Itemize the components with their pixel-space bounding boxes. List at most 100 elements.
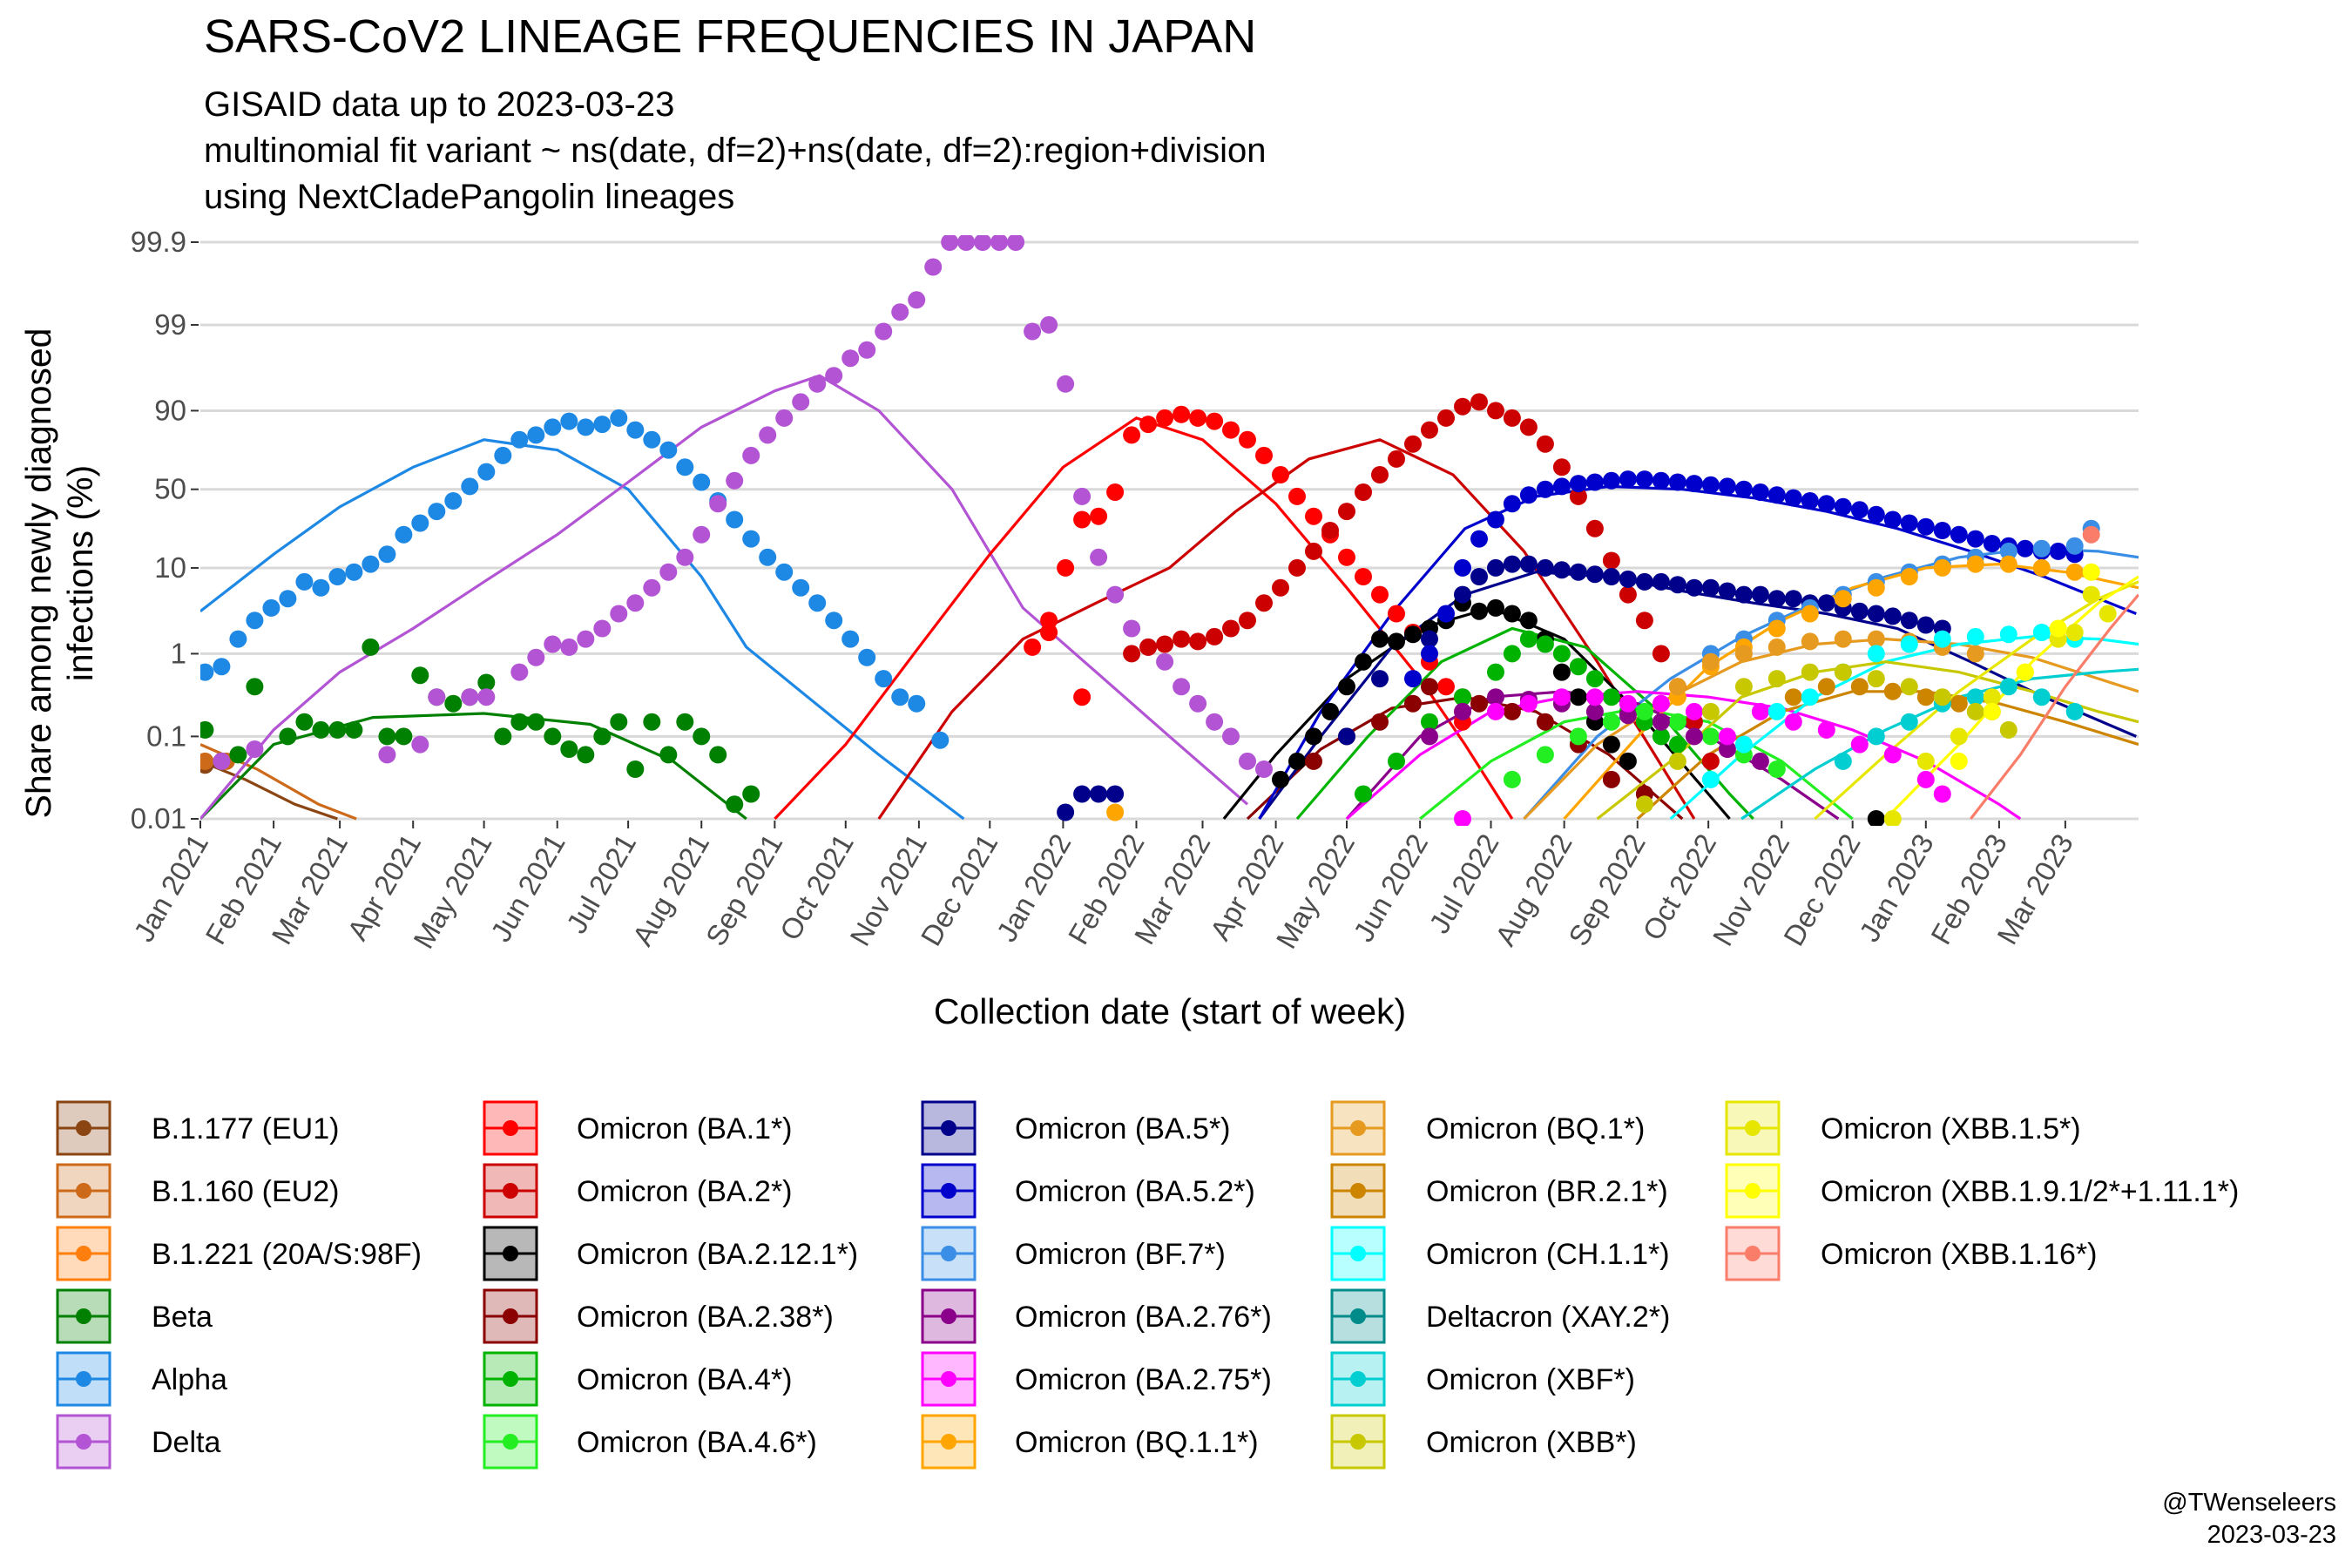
data-point: [345, 720, 363, 739]
data-point: [1900, 713, 1918, 731]
data-point: [1123, 619, 1141, 638]
data-point: [395, 727, 413, 746]
data-point: [1057, 558, 1075, 577]
data-point: [1404, 625, 1422, 644]
data-point: [1272, 770, 1289, 788]
data-point: [775, 563, 794, 581]
data-point: [659, 746, 678, 764]
data-point: [1619, 752, 1637, 770]
data-point: [1585, 702, 1604, 720]
data-point: [577, 418, 595, 436]
legend-key-point: [503, 1120, 518, 1136]
fit-line: [877, 438, 1696, 820]
data-point: [1173, 630, 1191, 648]
data-point: [2065, 624, 2084, 641]
legend-item: Beta: [56, 1288, 213, 1344]
data-point: [246, 612, 264, 630]
legend-key-point: [1350, 1308, 1366, 1324]
legend-key-point: [503, 1246, 518, 1261]
data-point: [1305, 752, 1322, 770]
data-point: [1966, 645, 1984, 663]
data-point: [444, 492, 463, 510]
legend-key-point: [76, 1120, 91, 1136]
data-point: [1867, 630, 1885, 648]
data-point: [1371, 713, 1389, 731]
legend-item: B.1.221 (20A/S:98F): [56, 1226, 422, 1281]
data-point: [312, 720, 330, 739]
legend-item: Omicron (BA.2.76*): [921, 1288, 1272, 1344]
legend-item: Omicron (BA.2.75*): [921, 1351, 1272, 1407]
data-point: [1106, 585, 1125, 604]
data-point: [1916, 517, 1935, 536]
data-point: [312, 578, 330, 597]
data-point: [1305, 727, 1322, 746]
legend-key-point: [1745, 1183, 1761, 1199]
data-point: [1437, 409, 1455, 427]
data-point: [1685, 578, 1703, 597]
data-point: [1272, 466, 1289, 483]
data-point: [1156, 652, 1174, 671]
data-point: [1552, 458, 1571, 476]
data-point: [544, 418, 562, 436]
data-point: [1470, 694, 1488, 713]
data-point: [1569, 658, 1587, 676]
data-point: [1421, 727, 1438, 746]
data-point: [1883, 682, 1902, 700]
fit-line: [1884, 575, 2139, 821]
data-point: [1305, 507, 1322, 525]
data-point: [1305, 542, 1322, 560]
legend-key-point: [1350, 1120, 1366, 1136]
data-point: [676, 458, 694, 476]
data-point: [1206, 627, 1224, 645]
data-point: [1189, 409, 1207, 427]
data-point: [1503, 702, 1521, 720]
data-point: [726, 510, 744, 529]
data-point: [593, 727, 612, 746]
data-point: [1536, 746, 1554, 764]
y-tick-label: 50: [154, 473, 186, 505]
legend-item: Omicron (BR.2.1*): [1330, 1163, 1668, 1219]
data-point: [477, 463, 496, 481]
data-point: [1421, 630, 1438, 648]
data-point: [1767, 486, 1786, 504]
data-point: [693, 525, 711, 544]
data-point: [742, 785, 760, 803]
data-point: [1801, 688, 1819, 706]
data-point: [1999, 678, 2017, 696]
legend-key-point: [941, 1120, 956, 1136]
data-point: [527, 713, 545, 731]
fit-line: [1970, 593, 2139, 820]
legend-key-point: [1350, 1434, 1366, 1450]
data-point: [1454, 688, 1471, 706]
data-point: [328, 568, 347, 585]
data-point: [1288, 487, 1306, 505]
data-point: [1883, 810, 1902, 826]
data-point: [891, 688, 909, 706]
data-point: [1867, 605, 1885, 623]
legend-label: Omicron (XBF*): [1426, 1363, 1635, 1396]
data-point: [1371, 466, 1389, 483]
data-point: [841, 630, 860, 648]
data-point: [1718, 727, 1736, 746]
data-point: [1437, 605, 1455, 623]
y-tick-label: 0.01: [131, 802, 186, 835]
data-point: [1602, 735, 1620, 754]
data-point: [1388, 752, 1405, 770]
data-point: [1718, 477, 1736, 496]
data-point: [560, 638, 578, 656]
data-point: [1668, 752, 1686, 770]
fit-line: [1814, 580, 2139, 821]
data-point: [1536, 635, 1554, 653]
data-point: [626, 594, 645, 612]
data-point: [1487, 688, 1504, 706]
data-point: [1569, 563, 1587, 581]
data-point: [1421, 678, 1438, 696]
data-point: [1635, 612, 1653, 630]
data-point: [1585, 565, 1604, 584]
data-point: [1718, 582, 1736, 600]
data-point: [1206, 713, 1224, 731]
data-point: [477, 673, 496, 692]
data-point: [1123, 645, 1141, 663]
data-point: [1552, 561, 1571, 579]
legend-item: Omicron (BF.7*): [921, 1226, 1226, 1281]
